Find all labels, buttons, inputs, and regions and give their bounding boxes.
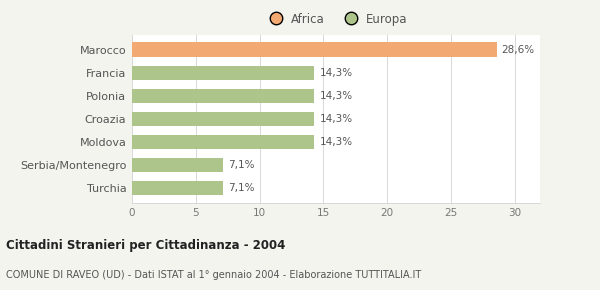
Text: COMUNE DI RAVEO (UD) - Dati ISTAT al 1° gennaio 2004 - Elaborazione TUTTITALIA.I: COMUNE DI RAVEO (UD) - Dati ISTAT al 1° … [6, 270, 421, 280]
Text: 14,3%: 14,3% [319, 137, 353, 147]
Text: 14,3%: 14,3% [319, 91, 353, 101]
Bar [132, 181, 223, 195]
Bar [132, 135, 314, 149]
Legend: Africa, Europa: Africa, Europa [264, 12, 408, 26]
Bar [132, 158, 223, 172]
Text: 28,6%: 28,6% [502, 45, 535, 55]
Bar [132, 66, 314, 80]
Text: 14,3%: 14,3% [319, 114, 353, 124]
Bar [132, 89, 314, 103]
Bar [132, 42, 497, 57]
Bar [132, 112, 314, 126]
Text: Cittadini Stranieri per Cittadinanza - 2004: Cittadini Stranieri per Cittadinanza - 2… [6, 240, 286, 252]
Text: 7,1%: 7,1% [227, 183, 254, 193]
Text: 14,3%: 14,3% [319, 68, 353, 78]
Text: 7,1%: 7,1% [227, 160, 254, 170]
